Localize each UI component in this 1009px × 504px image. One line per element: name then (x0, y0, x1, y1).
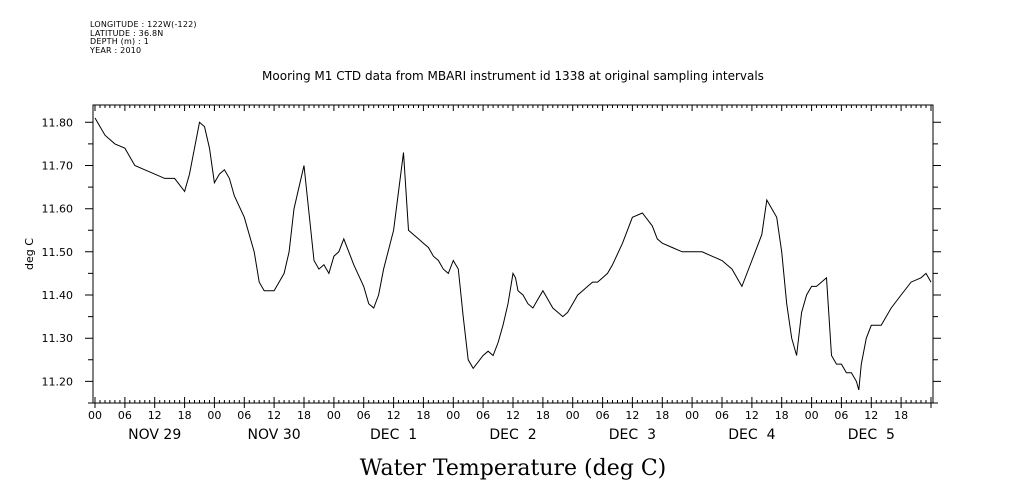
y-tick-label: 11.80 (42, 116, 74, 129)
x-tick-label: 12 (625, 409, 639, 422)
ticks-layer (85, 105, 941, 408)
x-tick-label: 06 (596, 409, 610, 422)
x-tick-label: 00 (566, 409, 580, 422)
year-label: YEAR : 2010 (90, 45, 142, 55)
x-tick-labels: 00 06 12 18 00 06 12 18 00 06 12 18 00 06 12 18 00 06 12 18… (88, 409, 908, 422)
metadata-block: LONGITUDE : 122W(-122) LATITUDE : 36.8N … (90, 20, 197, 55)
y-tick-label: 11.60 (42, 203, 74, 216)
day-label: DEC 3 (609, 427, 656, 443)
y-tick-label: 11.50 (42, 246, 74, 259)
x-tick-label: 18 (416, 409, 430, 422)
x-tick-label: 18 (775, 409, 789, 422)
y-tick-label: 11.40 (42, 289, 74, 302)
y-tick-label: 11.20 (42, 375, 74, 388)
x-tick-label: 00 (805, 409, 819, 422)
axis-ticks (85, 105, 941, 408)
day-label: DEC 4 (728, 427, 775, 443)
series-line-water-temperature (94, 117, 932, 391)
x-tick-label: 06 (476, 409, 490, 422)
longitude-label: LONGITUDE : 122W(-122) (90, 20, 197, 29)
day-label: NOV 29 (128, 427, 181, 443)
x-tick-label: 18 (297, 409, 311, 422)
x-tick-label: 18 (655, 409, 669, 422)
x-tick-label: 12 (148, 409, 162, 422)
plot-frame (92, 104, 934, 404)
y-axis-label: deg C (23, 238, 36, 270)
day-label: DEC 2 (489, 427, 536, 443)
day-label: NOV 30 (248, 427, 301, 443)
y-tick-labels: 11.20 11.30 11.40 11.50 11.60 11.70 11.80 (42, 116, 74, 388)
x-tick-label: 12 (267, 409, 281, 422)
x-tick-label: 12 (864, 409, 878, 422)
x-tick-label: 18 (536, 409, 550, 422)
x-tick-label: 06 (237, 409, 251, 422)
depth-label: DEPTH (m) : 1 (90, 37, 149, 46)
x-tick-label: 06 (118, 409, 132, 422)
chart-title: Mooring M1 CTD data from MBARI instrumen… (262, 69, 764, 83)
x-tick-label: 00 (327, 409, 341, 422)
x-axis-title: Water Temperature (deg C) (360, 456, 667, 481)
x-tick-label: 06 (357, 409, 371, 422)
day-label: DEC 5 (848, 427, 895, 443)
x-tick-label: 12 (745, 409, 759, 422)
x-tick-label: 00 (207, 409, 221, 422)
x-tick-label: 18 (178, 409, 192, 422)
day-labels: NOV 29 NOV 30 DEC 1 DEC 2 DEC 3 DEC 4 DEC 5 (128, 427, 895, 443)
y-tick-label: 11.70 (42, 160, 74, 173)
x-tick-label: 06 (715, 409, 729, 422)
x-tick-label: 06 (834, 409, 848, 422)
x-tick-label: 18 (894, 409, 908, 422)
x-tick-label: 00 (446, 409, 460, 422)
latitude-label: LATITUDE : 36.8N (90, 28, 164, 38)
x-tick-label: 12 (506, 409, 520, 422)
day-label: DEC 1 (370, 427, 417, 443)
y-tick-label: 11.30 (42, 332, 74, 345)
x-tick-label: 00 (685, 409, 699, 422)
x-tick-label: 00 (88, 409, 102, 422)
x-tick-label: 12 (387, 409, 401, 422)
